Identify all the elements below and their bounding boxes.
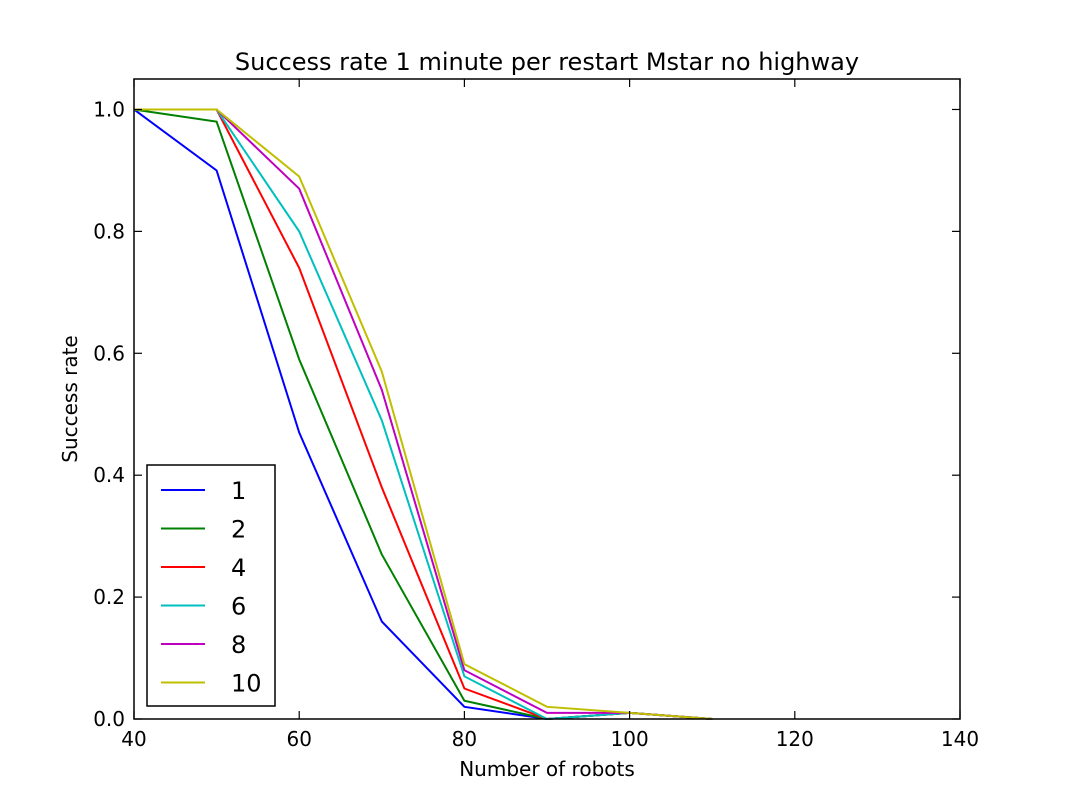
x-axis-label: Number of robots — [459, 757, 635, 781]
series-line-8 — [134, 108, 713, 720]
y-tick-label: 0.4 — [93, 463, 125, 487]
ticks-layer: 40 60 80 100 120 140 0.0 0.2 0.4 0.6 0.8 1.0 — [93, 79, 979, 751]
x-tick-label: 100 — [611, 727, 649, 751]
y-tick-label: 0.0 — [93, 707, 125, 731]
legend: 1 2 4 6 8 10 — [146, 464, 276, 707]
x-tick-label: 60 — [286, 727, 311, 751]
legend-label: 10 — [231, 670, 262, 698]
x-tick-label: 40 — [121, 727, 146, 751]
y-tick-label: 0.6 — [93, 341, 125, 365]
legend-label: 2 — [231, 516, 246, 544]
y-axis-label: Success rate — [58, 335, 82, 463]
series-line-10 — [134, 108, 713, 720]
x-tick-label: 140 — [941, 727, 979, 751]
series-line-6 — [134, 108, 713, 721]
legend-box — [146, 464, 276, 707]
legend-label: 8 — [231, 631, 246, 659]
plot-frame — [133, 78, 961, 720]
legend-label: 6 — [231, 593, 246, 621]
series-layer — [133, 108, 713, 721]
x-tick-label: 120 — [776, 727, 814, 751]
y-tick-label: 0.2 — [93, 585, 125, 609]
legend-label: 4 — [231, 554, 246, 582]
legend-label: 1 — [231, 477, 246, 505]
y-tick-label: 0.8 — [93, 219, 125, 243]
x-tick-label: 80 — [452, 727, 477, 751]
chart-title: Success rate 1 minute per restart Mstar … — [235, 48, 859, 76]
y-tick-label: 1.0 — [93, 97, 125, 121]
